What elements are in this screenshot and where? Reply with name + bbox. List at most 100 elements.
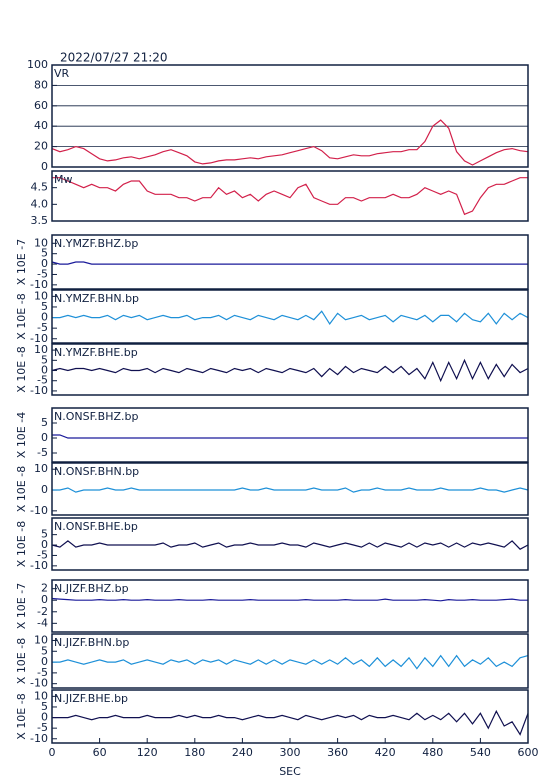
panel-label: N.JIZF.BHN.bp: [54, 636, 129, 649]
panel-frame: [51, 234, 529, 290]
y-tick-label: 0: [41, 538, 48, 551]
y-tick-label: -10: [30, 278, 48, 291]
y-tick-label: 0: [41, 483, 48, 496]
y-tick-label: 0: [41, 431, 48, 444]
y-tick-label: 5: [41, 247, 48, 260]
y-tick-label: 0: [41, 160, 48, 173]
y-tick-label: -10: [30, 504, 48, 517]
trace: [52, 177, 528, 216]
y-axis-label: X 10E -8: [15, 693, 28, 739]
y-tick-label: 4.5: [31, 181, 49, 194]
x-tick-label: 360: [327, 746, 348, 759]
panel-frame: [51, 407, 529, 463]
panel-frame: [51, 517, 529, 571]
trace: [52, 487, 529, 493]
panel-frame: [51, 289, 529, 344]
y-tick-label: -5: [37, 374, 48, 387]
y-tick-label: 40: [34, 119, 48, 132]
chart-title: 2022/07/27 21:20: [60, 51, 168, 65]
y-tick-label: -2: [37, 605, 48, 618]
y-tick-label: -10: [30, 332, 48, 345]
y-tick-label: 10: [34, 462, 48, 475]
y-tick-label: 20: [34, 140, 48, 153]
panel-frame: [51, 64, 529, 168]
x-axis-label: SEC: [279, 765, 301, 778]
y-axis-label: X 10E -7: [15, 583, 28, 629]
y-tick-label: 3.5: [31, 214, 49, 227]
panel-label: N.YMZF.BHE.bp: [54, 346, 138, 359]
trace: [52, 310, 529, 325]
trace: [52, 434, 528, 439]
y-tick-label: -5: [37, 321, 48, 334]
y-tick-label: 10: [34, 236, 48, 249]
y-tick-label: 5: [41, 528, 48, 541]
y-tick-label: 10: [34, 289, 48, 302]
y-axis-label: X 10E -4: [15, 412, 28, 458]
trace: [51, 358, 529, 383]
panel-label: N.ONSF.BHN.bp: [54, 465, 139, 478]
x-tick-label: 480: [422, 746, 443, 759]
y-tick-label: -5: [37, 267, 48, 280]
y-tick-label: -5: [37, 666, 48, 679]
y-axis-label: X 10E -8: [15, 521, 28, 567]
y-tick-label: 4.0: [31, 197, 49, 210]
panel-label: N.ONSF.BHZ.bp: [54, 410, 138, 423]
panel-label: N.ONSF.BHE.bp: [54, 520, 138, 533]
y-tick-label: 0: [41, 364, 48, 377]
trace: [51, 119, 529, 166]
panel-label: N.JIZF.BHZ.bp: [54, 582, 129, 595]
y-tick-label: 0: [41, 257, 48, 270]
panel-frame: [51, 462, 529, 516]
y-tick-label: 5: [41, 700, 48, 713]
y-tick-label: 80: [34, 78, 48, 91]
trace: [51, 597, 528, 602]
panel-frame: [51, 579, 529, 633]
panel-frame: [51, 633, 529, 689]
y-tick-label: 5: [41, 353, 48, 366]
y-axis-label: X 10E -7: [15, 239, 28, 285]
y-tick-label: 10: [34, 343, 48, 356]
y-tick-label: -4: [37, 616, 48, 629]
y-tick-label: -10: [30, 732, 48, 745]
y-tick-label: -5: [37, 446, 48, 459]
y-axis-label: X 10E -8: [15, 466, 28, 512]
y-tick-label: -10: [30, 559, 48, 572]
y-tick-label: 100: [27, 58, 48, 71]
panel-label: N.YMZF.BHZ.bp: [54, 237, 138, 250]
y-tick-label: 10: [34, 689, 48, 702]
panel-label: N.YMZF.BHN.bp: [54, 292, 139, 305]
y-axis-label: X 10E -8: [15, 638, 28, 684]
x-tick-label: 600: [518, 746, 539, 759]
trace: [52, 709, 529, 736]
y-tick-label: -5: [37, 548, 48, 561]
trace: [52, 654, 529, 670]
x-tick-label: 300: [280, 746, 301, 759]
y-tick-label: 10: [34, 633, 48, 646]
x-tick-label: 180: [184, 746, 205, 759]
panel-frame: [51, 343, 529, 396]
y-axis-label: X 10E -8: [15, 293, 28, 339]
y-tick-label: 5: [41, 416, 48, 429]
y-tick-label: 0: [41, 311, 48, 324]
x-tick-label: 0: [49, 746, 56, 759]
panel-label: VR: [54, 67, 70, 80]
y-tick-label: 0: [41, 593, 48, 606]
y-tick-label: 5: [41, 300, 48, 313]
y-axis-label: X 10E -8: [15, 346, 28, 392]
panel-label: Mw: [54, 173, 73, 186]
x-tick-label: 240: [232, 746, 253, 759]
trace: [51, 261, 528, 265]
x-tick-label: 120: [137, 746, 158, 759]
y-tick-label: -10: [30, 677, 48, 690]
panel-frame: [51, 170, 529, 222]
trace: [51, 540, 529, 550]
y-tick-label: 60: [34, 99, 48, 112]
y-tick-label: 0: [41, 711, 48, 724]
y-tick-label: -5: [37, 721, 48, 734]
panel-label: N.JIZF.BHE.bp: [54, 692, 128, 705]
x-tick-label: 60: [93, 746, 107, 759]
x-tick-label: 420: [375, 746, 396, 759]
y-tick-label: 2: [41, 582, 48, 595]
y-tick-label: -10: [30, 384, 48, 397]
